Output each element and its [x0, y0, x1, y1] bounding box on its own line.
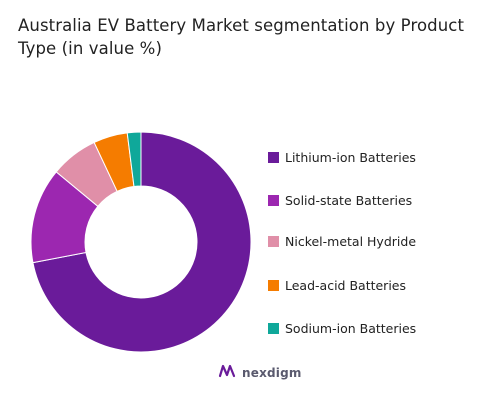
legend-swatch [268, 235, 279, 247]
legend-label: Lead-acid Batteries [285, 277, 406, 293]
nexdigm-logo-icon [218, 363, 236, 383]
chart-legend: Lithium-ion Batteries Solid-state Batter… [268, 0, 498, 406]
legend-label: Sodium-ion Batteries [285, 320, 417, 336]
legend-label: Nickel-metal Hydride [285, 233, 417, 249]
legend-item-lead-acid: Lead-acid Batteries [268, 275, 406, 295]
legend-swatch [268, 194, 279, 206]
donut-slice-lithium-ion [32, 131, 252, 353]
legend-item-nickel-metal-hydride: Nickel-metal Hydride [268, 231, 416, 251]
legend-item-sodium-ion: Sodium-ion Batteries [268, 318, 416, 338]
legend-swatch [268, 279, 279, 291]
legend-item-lithium-ion: Lithium-ion Batteries [268, 147, 416, 167]
chart-title: Australia EV Battery Market segmentation… [18, 16, 465, 58]
legend-item-solid-state: Solid-state Batteries [268, 190, 412, 210]
brand-name: nexdigm [242, 366, 302, 380]
legend-label: Lithium-ion Batteries [285, 149, 416, 165]
legend-swatch [268, 151, 279, 163]
brand-footer: nexdigm [218, 363, 302, 383]
legend-label: Solid-state Batteries [285, 192, 413, 208]
legend-swatch [268, 322, 279, 334]
donut-slice-sodium-ion [126, 131, 142, 188]
